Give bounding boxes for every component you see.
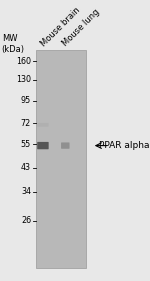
FancyBboxPatch shape (61, 142, 70, 149)
FancyBboxPatch shape (37, 142, 49, 149)
FancyBboxPatch shape (37, 123, 49, 127)
FancyBboxPatch shape (36, 50, 86, 268)
Text: 160: 160 (16, 57, 31, 66)
Text: PPAR alpha: PPAR alpha (99, 141, 150, 150)
Text: 43: 43 (21, 164, 31, 173)
Text: 55: 55 (21, 140, 31, 149)
Text: (kDa): (kDa) (1, 45, 24, 54)
Text: MW: MW (2, 34, 18, 43)
Text: 34: 34 (21, 187, 31, 196)
Text: 95: 95 (21, 96, 31, 105)
Text: 26: 26 (21, 216, 31, 225)
Text: Mouse brain: Mouse brain (39, 5, 82, 48)
Text: 130: 130 (16, 75, 31, 84)
Text: 72: 72 (21, 119, 31, 128)
Text: Mouse lung: Mouse lung (60, 8, 101, 48)
